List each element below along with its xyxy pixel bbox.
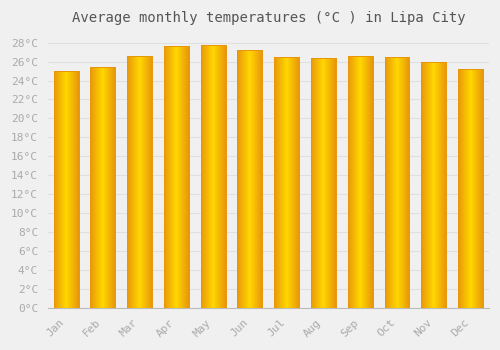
Title: Average monthly temperatures (°C ) in Lipa City: Average monthly temperatures (°C ) in Li… (72, 11, 465, 25)
